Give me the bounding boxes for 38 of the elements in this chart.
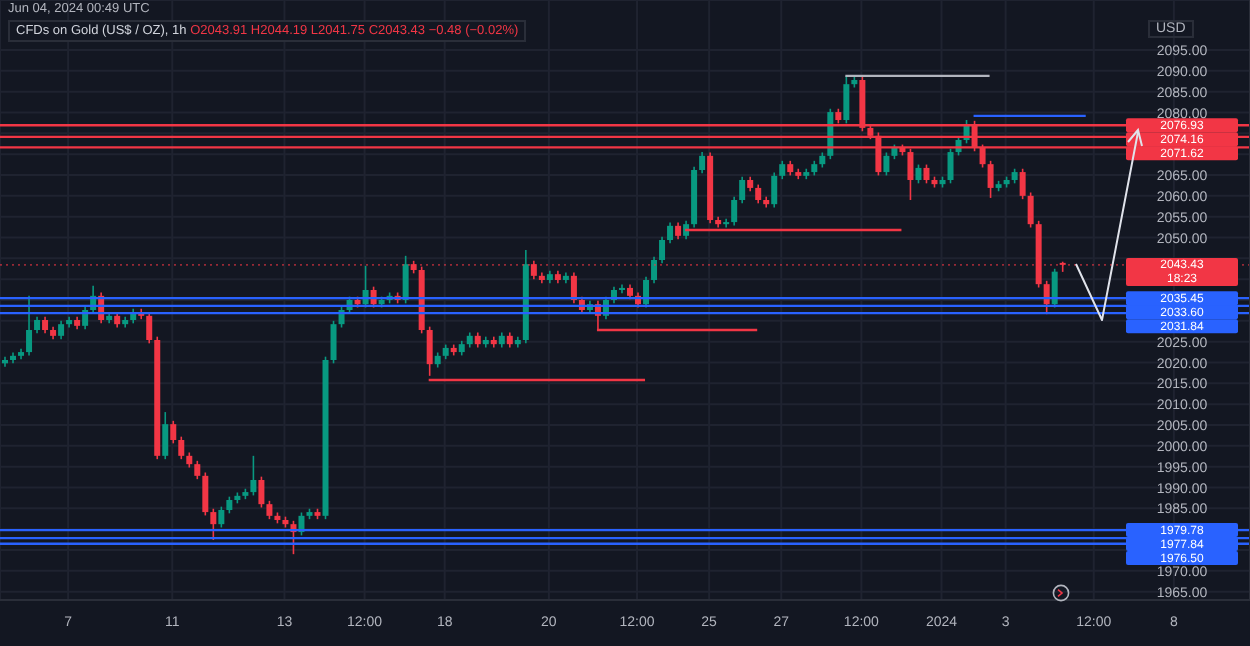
candlestick: [58, 320, 65, 340]
candlestick: [218, 505, 225, 529]
candlestick: [1019, 167, 1026, 200]
candlestick: [530, 260, 537, 280]
candlestick: [659, 235, 666, 265]
candlestick: [570, 271, 577, 305]
candlestick: [202, 471, 209, 517]
candlestick: [987, 160, 994, 199]
candlestick: [883, 151, 890, 177]
candlestick: [651, 255, 658, 285]
candlestick: [266, 500, 273, 520]
candlestick: [26, 295, 33, 357]
candlestick: [210, 507, 217, 541]
candlestick: [731, 195, 738, 227]
candlestick: [667, 221, 674, 245]
candlestick: [258, 475, 265, 509]
candlestick: [194, 460, 201, 480]
candlestick: [146, 311, 153, 345]
candlestick: [699, 151, 706, 175]
candlestick: [923, 163, 930, 185]
candlestick: [1051, 267, 1058, 309]
candlestick: [250, 455, 257, 497]
candlestick: [162, 411, 169, 460]
candlestick: [723, 217, 730, 229]
candlestick: [643, 275, 650, 309]
candlestick: [1027, 191, 1034, 229]
candlestick: [843, 75, 850, 125]
candlestick: [402, 255, 409, 305]
candlestick: [915, 163, 922, 185]
candlestick: [739, 175, 746, 205]
candlestick: [178, 435, 185, 460]
candlestick: [755, 183, 762, 205]
candlestick: [683, 220, 690, 240]
candlestick: [947, 147, 954, 185]
candlestick: [779, 160, 786, 180]
candlestick: [170, 420, 177, 445]
candlestick: [330, 320, 337, 365]
candlestick: [771, 171, 778, 209]
